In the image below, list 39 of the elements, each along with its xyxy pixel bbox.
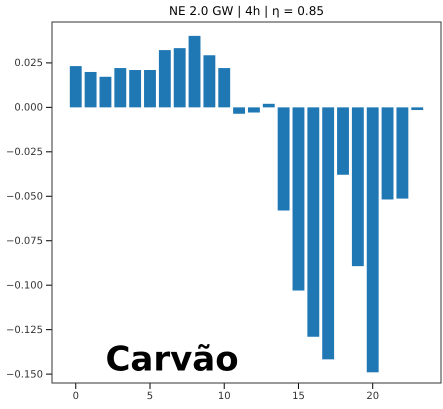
bar xyxy=(396,107,408,199)
chart-title: NE 2.0 GW | 4h | η = 0.85 xyxy=(168,4,324,18)
bar xyxy=(114,68,126,108)
y-tick-label: −0.125 xyxy=(6,324,43,336)
y-tick-label: 0.025 xyxy=(14,58,43,70)
y-tick-label: −0.150 xyxy=(6,369,43,380)
bar xyxy=(100,76,112,108)
x-tick-label: 10 xyxy=(218,391,231,402)
bar xyxy=(278,107,290,211)
x-tick-label: 20 xyxy=(366,391,380,402)
bar xyxy=(248,107,260,113)
y-tick-label: −0.025 xyxy=(6,147,43,158)
bar xyxy=(352,107,364,266)
bar xyxy=(233,107,246,114)
bar xyxy=(144,70,156,108)
bar xyxy=(70,66,82,108)
bar xyxy=(382,107,394,200)
bar xyxy=(203,55,216,108)
bar xyxy=(188,36,200,108)
bar xyxy=(84,72,97,108)
y-tick-label: −0.050 xyxy=(6,191,43,202)
bar xyxy=(366,107,379,372)
y-tick-label: 0.000 xyxy=(14,102,43,114)
bar xyxy=(411,107,424,110)
bar xyxy=(158,50,171,108)
y-tick-label: −0.100 xyxy=(6,280,43,292)
x-tick-label: 5 xyxy=(146,391,154,402)
bar xyxy=(262,104,275,108)
bar xyxy=(322,107,334,360)
x-tick-label: 0 xyxy=(72,391,79,402)
bar xyxy=(218,68,230,108)
bar xyxy=(307,107,320,337)
bar xyxy=(337,107,349,175)
bar xyxy=(174,48,186,108)
annotation: Carvão xyxy=(105,339,239,380)
bar xyxy=(129,70,142,108)
y-tick-label: −0.075 xyxy=(6,236,43,247)
bar xyxy=(292,107,304,291)
x-tick-label: 15 xyxy=(292,391,305,402)
